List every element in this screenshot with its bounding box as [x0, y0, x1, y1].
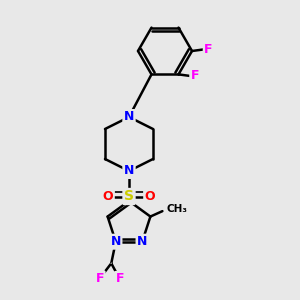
Text: F: F: [191, 69, 199, 82]
Text: N: N: [124, 110, 134, 124]
Text: F: F: [204, 43, 213, 56]
Text: O: O: [103, 190, 113, 203]
Text: F: F: [116, 272, 124, 285]
Text: N: N: [124, 164, 134, 178]
Text: O: O: [145, 190, 155, 203]
Text: N: N: [137, 235, 147, 248]
Text: H: H: [111, 263, 112, 264]
Text: N: N: [111, 235, 121, 248]
Text: CH₃: CH₃: [167, 204, 188, 214]
Text: F: F: [96, 272, 104, 285]
Text: S: S: [124, 190, 134, 203]
